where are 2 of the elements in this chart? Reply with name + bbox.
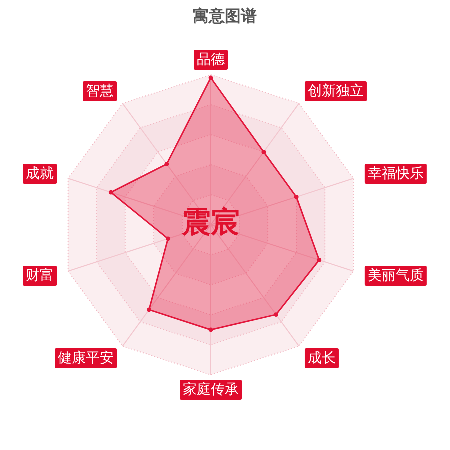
text: 震宸 [181, 205, 240, 239]
chart-title: 寓意图谱 [193, 6, 257, 26]
